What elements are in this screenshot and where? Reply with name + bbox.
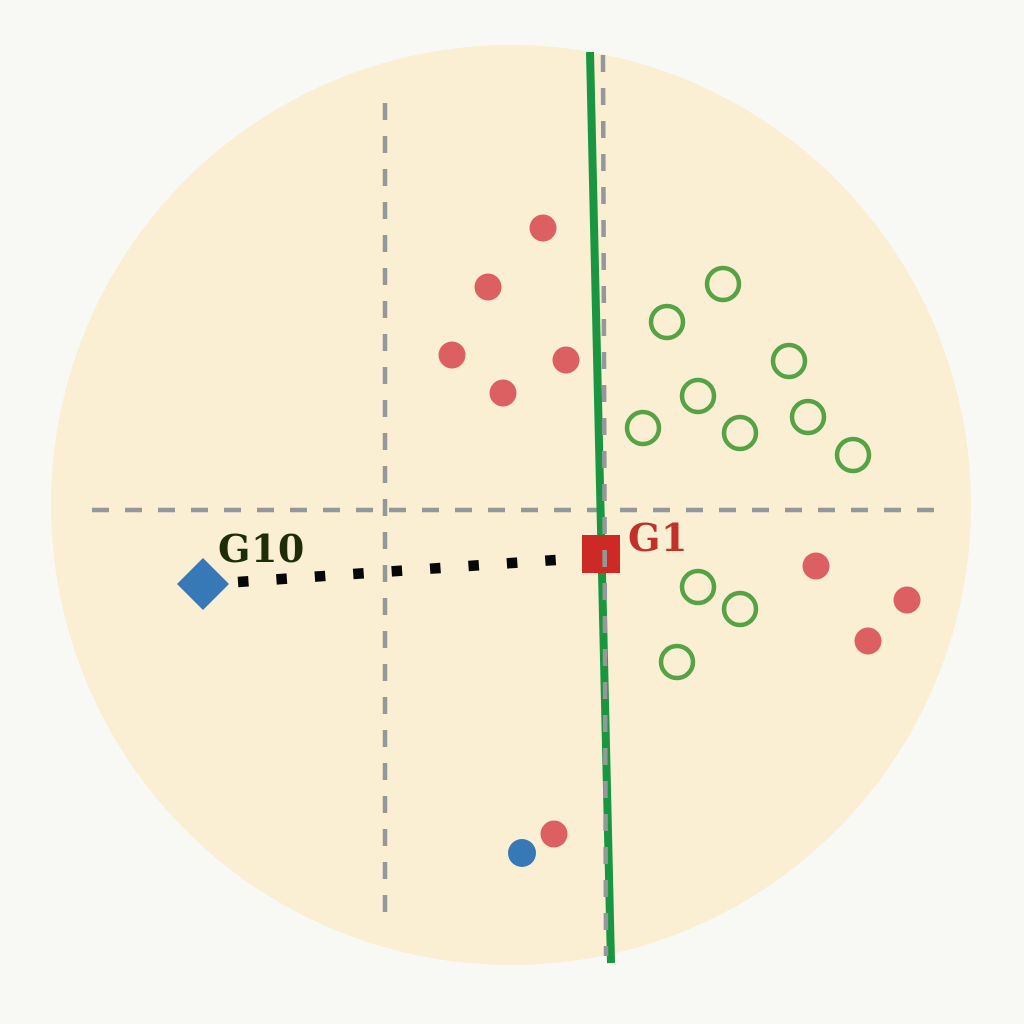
red-filled-point [489, 379, 517, 407]
background-disc [51, 45, 971, 965]
g10-prototype-label: G10 [218, 526, 305, 571]
green-open-point [679, 377, 717, 415]
green-open-point [834, 436, 872, 474]
decision-boundary-line [586, 51, 615, 964]
red-filled-point [552, 346, 580, 374]
crosshair-layer [92, 103, 937, 912]
green-open-point [721, 414, 759, 452]
red-filled-point [474, 273, 502, 301]
prototype-marker-layer [177, 535, 620, 610]
g1-square-marker [582, 535, 620, 573]
red-filled-point [854, 627, 882, 655]
green-open-point [721, 590, 759, 628]
red-filled-point [438, 341, 466, 369]
disc-layer [51, 45, 971, 965]
blue-filled-point [508, 839, 536, 867]
red-filled-point [802, 552, 830, 580]
green-open-point [679, 568, 717, 606]
green-open-point [658, 643, 696, 681]
red-filled-point [540, 820, 568, 848]
decision-boundary-layer [586, 51, 615, 964]
green-open-point [704, 265, 742, 303]
g10-diamond-marker [177, 558, 229, 610]
green-open-point [789, 398, 827, 436]
red-filled-point [893, 586, 921, 614]
red-filled-point [529, 214, 557, 242]
g1-prototype-label: G1 [628, 515, 688, 560]
green-open-point [648, 303, 686, 341]
points-layer [438, 214, 921, 867]
green-open-point [770, 342, 808, 380]
green-open-point [624, 409, 662, 447]
